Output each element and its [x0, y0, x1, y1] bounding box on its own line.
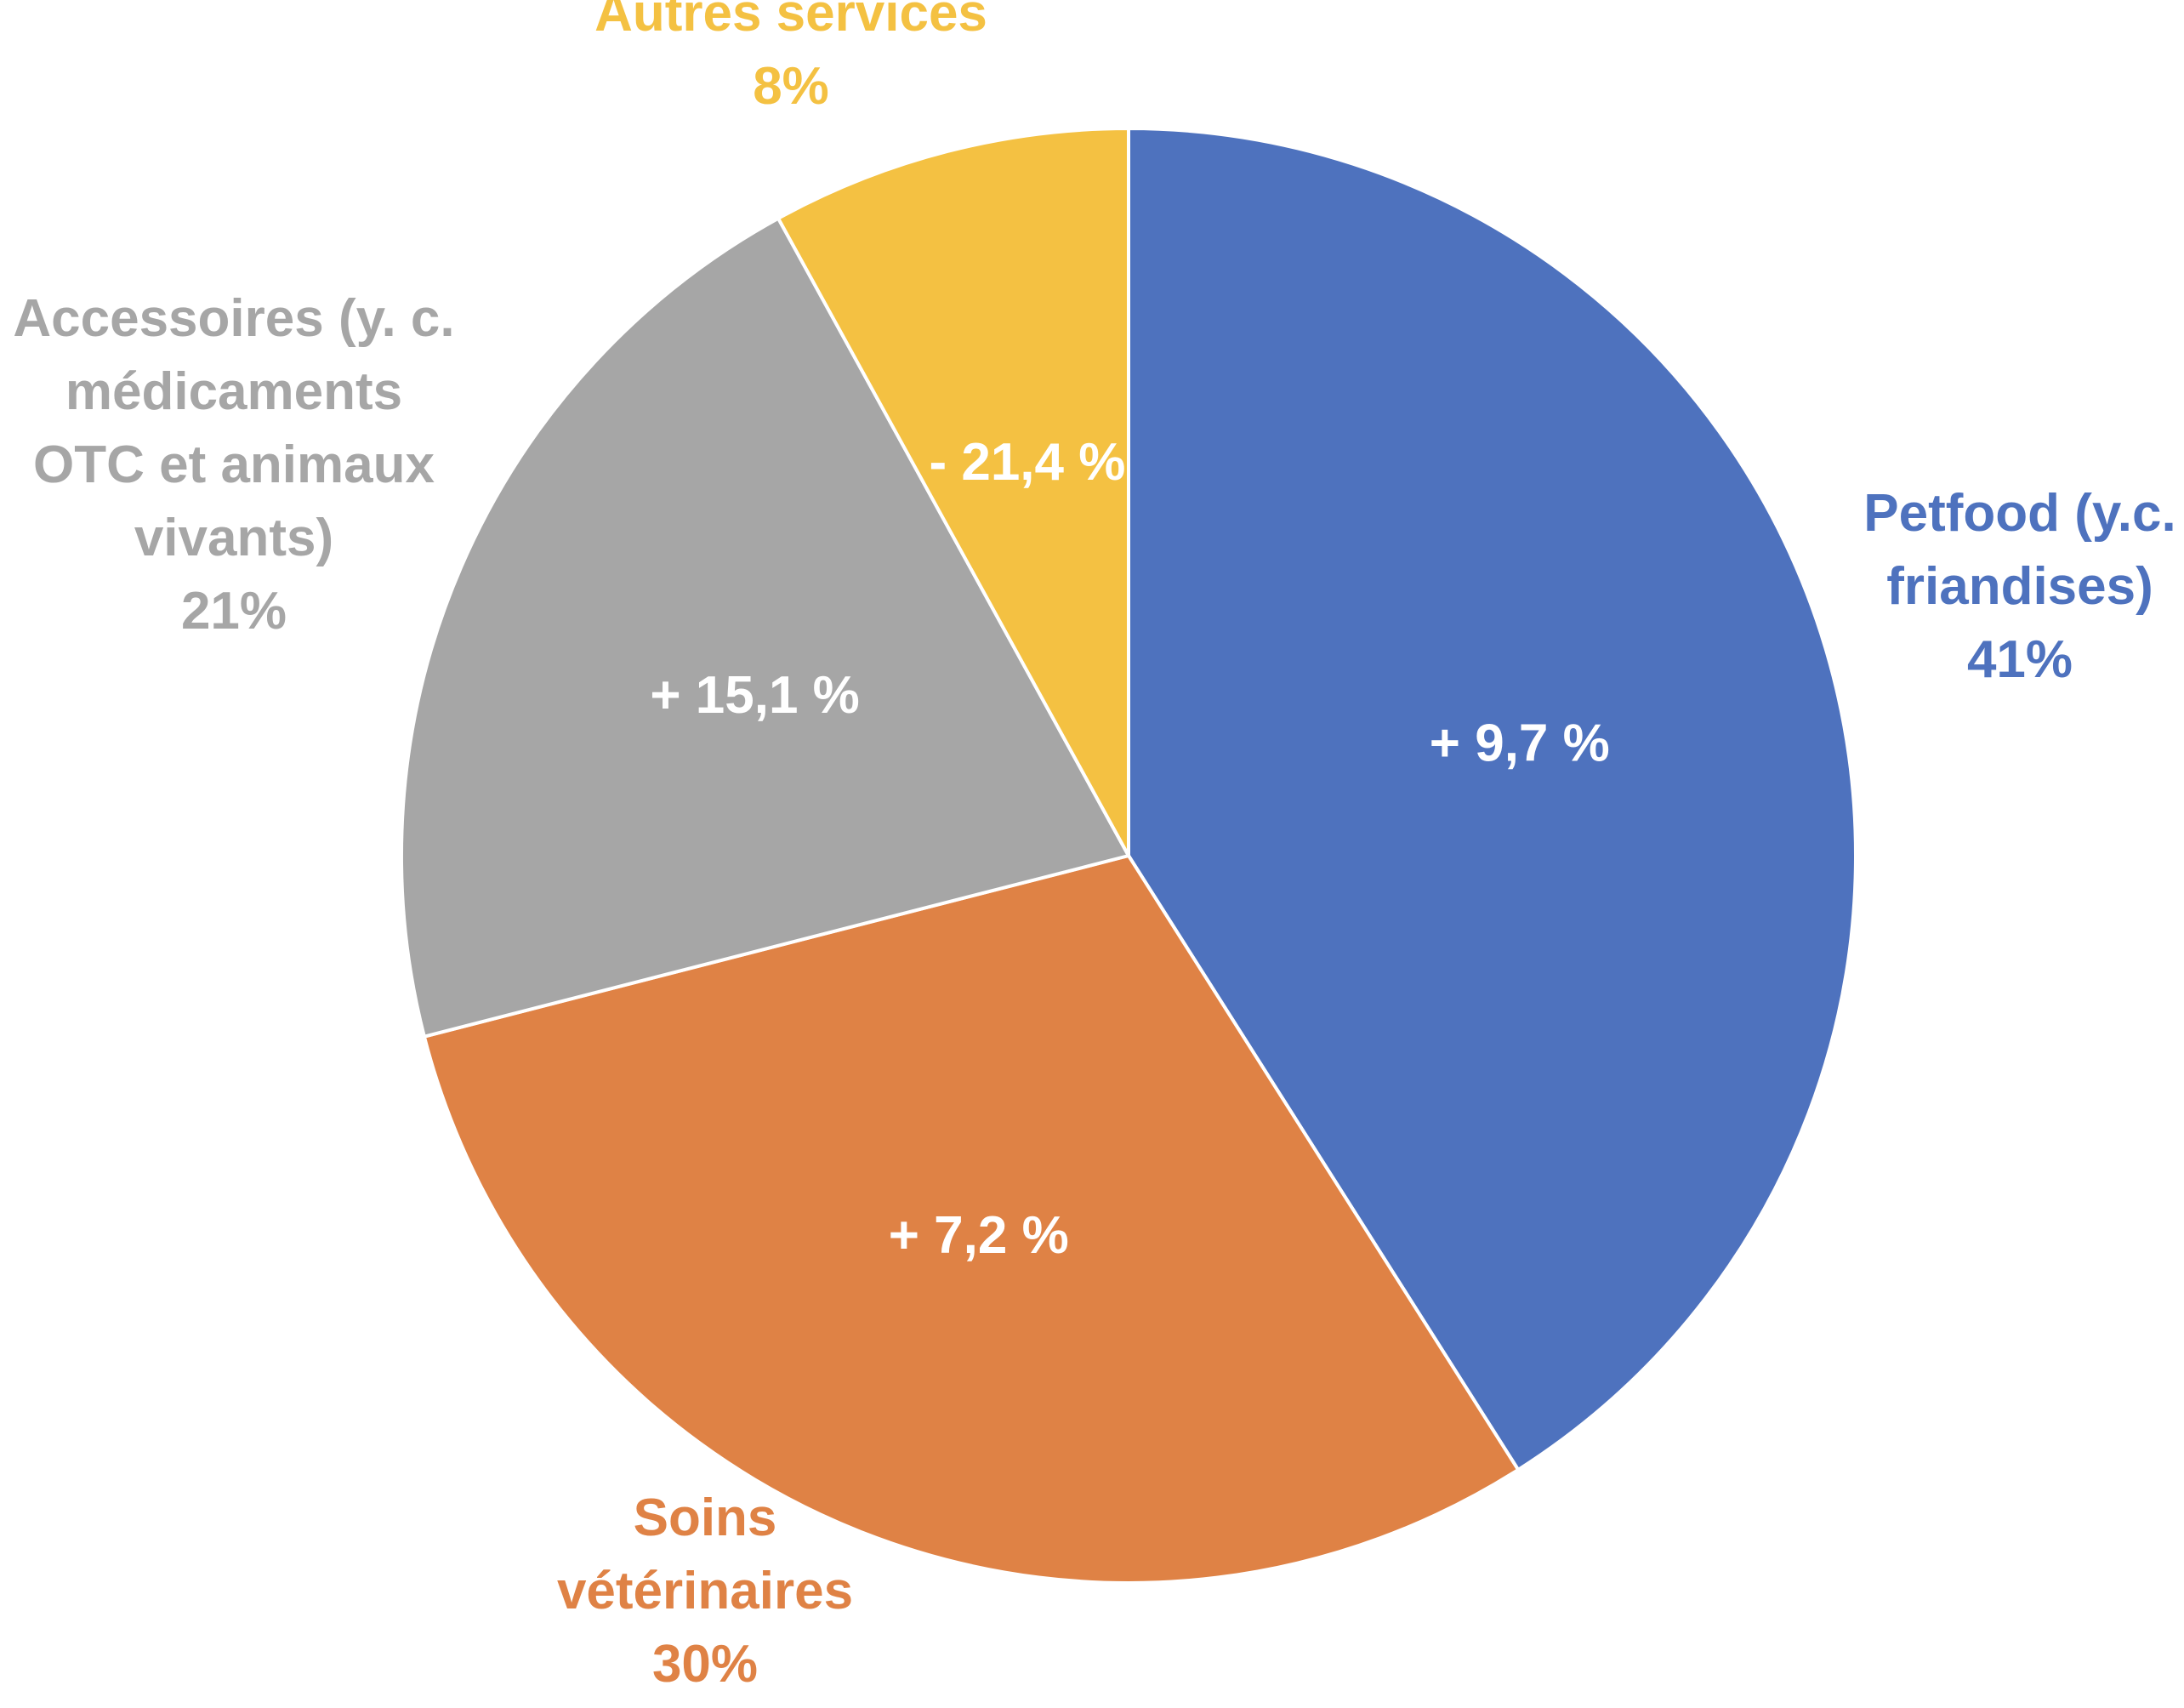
slice-name-line: friandises) — [1886, 557, 2153, 616]
slice-name-line: vivants) — [134, 509, 333, 567]
category-labels: Petfood (y.c. friandises) 41% Soins vétérina… — [13, 0, 2175, 1694]
slice-name-line: Autres services — [594, 0, 987, 43]
slice-change-label: + 9,7 % — [1430, 714, 1610, 772]
slice-category-label: Autres services 8% — [594, 0, 987, 116]
slice-change-label: + 7,2 % — [889, 1206, 1069, 1265]
slice-category-label: Petfood (y.c. friandises) 41% — [1863, 484, 2175, 689]
slice-change-label: + 15,1 % — [650, 666, 859, 725]
slice-name-line: Petfood (y.c. — [1863, 484, 2175, 543]
change-labels: + 9,7 % + 7,2 % + 15,1 % - 21,4 % — [650, 433, 1609, 1265]
slice-change-label: - 21,4 % — [929, 433, 1125, 492]
pie-slice — [1127, 126, 1857, 1472]
pie-slice — [422, 853, 1521, 1585]
slice-percent-label: 8% — [753, 57, 829, 116]
pie-slice — [400, 216, 1131, 1039]
slice-percent-label: 41% — [1967, 630, 2073, 689]
pie-slices — [400, 126, 1857, 1585]
slice-category-label: Soins vétérinaires 30% — [557, 1489, 853, 1694]
slice-name-line: Accessoires (y. c. — [13, 289, 454, 348]
slice-name-line: médicaments — [65, 362, 402, 421]
slice-name-line: vétérinaires — [557, 1562, 853, 1620]
slice-category-label: Accessoires (y. c. médicaments OTC et anim… — [13, 289, 454, 640]
pie-slice — [776, 126, 1130, 857]
slice-percent-label: 30% — [652, 1635, 758, 1694]
slice-name-line: OTC et animaux — [33, 436, 435, 494]
slice-name-line: Soins — [634, 1489, 777, 1547]
slice-percent-label: 21% — [181, 582, 287, 640]
